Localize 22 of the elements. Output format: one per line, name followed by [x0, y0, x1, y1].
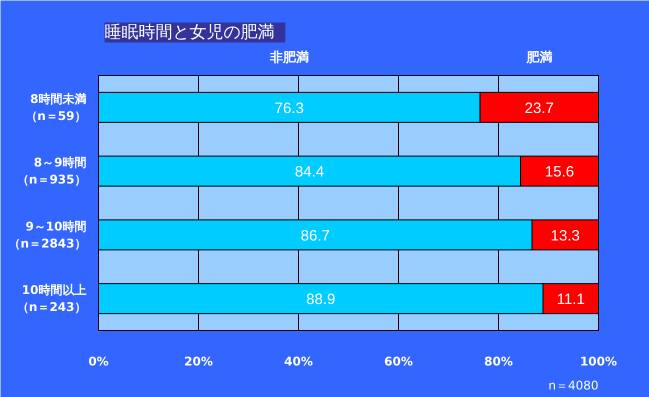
y-tick-label: 8～9時間（n＝935）	[16, 156, 87, 187]
text: 肥満	[525, 50, 552, 66]
chart-title: 睡眠時間と女児の肥満	[104, 22, 274, 42]
x-tick-label: 20%	[184, 354, 213, 368]
y-tick-label: 9～10時間（n＝2843）	[8, 219, 87, 250]
y-tick-label: 8時間未満（n＝59）	[25, 92, 87, 123]
data-label: 15.6	[544, 164, 574, 181]
y-tick-label: 10時間以上（n＝243）	[16, 283, 87, 314]
data-label: 23.7	[524, 100, 554, 117]
data-label: 88.9	[306, 291, 336, 308]
x-tick-label: 60%	[384, 354, 413, 368]
text: 非肥満	[268, 50, 309, 66]
x-tick-label: 80%	[484, 354, 513, 368]
x-tick-label: 100%	[580, 354, 618, 368]
text: n＝4080	[548, 378, 599, 392]
data-label: 76.3	[274, 100, 304, 117]
data-label: 13.3	[550, 227, 580, 244]
x-tick-label: 0%	[88, 354, 109, 368]
data-label: 11.1	[556, 291, 585, 308]
data-label: 86.7	[300, 227, 330, 244]
data-label: 84.4	[294, 164, 324, 181]
x-tick-label: 40%	[284, 354, 313, 368]
